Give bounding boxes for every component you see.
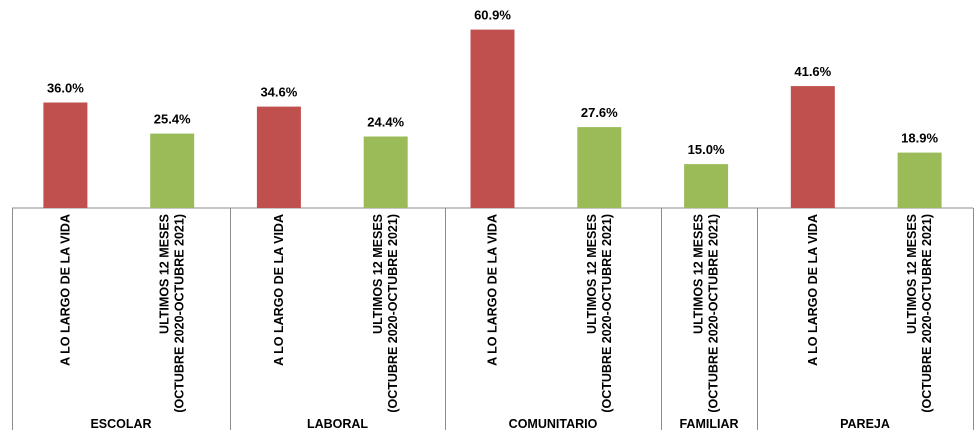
- data-label: 41.6%: [794, 64, 831, 79]
- bar-familiar-last12: [684, 164, 729, 209]
- group-label: ESCOLAR: [90, 417, 151, 431]
- bar-escolar-lifetime: [43, 102, 88, 208]
- category-label: (OCTUBRE 2020-OCTUBRE 2021): [920, 214, 934, 413]
- category-label: A LO LARGO DE LA VIDA: [58, 214, 72, 366]
- data-label: 24.4%: [367, 115, 404, 130]
- group-label: PAREJA: [840, 417, 890, 431]
- category-label: (OCTUBRE 2020-OCTUBRE 2021): [386, 214, 400, 413]
- category-label: ULTIMOS 12 MESES: [905, 214, 919, 334]
- group-label: LABORAL: [307, 417, 368, 431]
- bar-pareja-last12: [897, 152, 942, 208]
- category-label: ULTIMOS 12 MESES: [158, 214, 172, 334]
- bar-pareja-lifetime: [790, 86, 835, 208]
- data-label: 25.4%: [154, 112, 191, 127]
- data-label: 34.6%: [260, 85, 297, 100]
- category-label: A LO LARGO DE LA VIDA: [486, 214, 500, 366]
- bar-laboral-last12: [363, 136, 408, 208]
- group-label: COMUNITARIO: [509, 417, 598, 431]
- data-label: 27.6%: [581, 105, 618, 120]
- category-label: ULTIMOS 12 MESES: [692, 214, 706, 334]
- bar-escolar-last12: [150, 133, 195, 208]
- category-label: A LO LARGO DE LA VIDA: [272, 214, 286, 366]
- group-label: FAMILIAR: [679, 417, 738, 431]
- category-label: (OCTUBRE 2020-OCTUBRE 2021): [707, 214, 721, 413]
- category-label: ULTIMOS 12 MESES: [585, 214, 599, 334]
- bar-comunitario-lifetime: [470, 29, 515, 208]
- category-label: A LO LARGO DE LA VIDA: [806, 214, 820, 366]
- data-label: 36.0%: [47, 81, 84, 96]
- data-label: 18.9%: [901, 131, 938, 146]
- data-label: 15.0%: [688, 142, 725, 157]
- bar-laboral-lifetime: [256, 106, 301, 208]
- data-label: 60.9%: [474, 8, 511, 23]
- category-label: (OCTUBRE 2020-OCTUBRE 2021): [600, 214, 614, 413]
- category-label: (OCTUBRE 2020-OCTUBRE 2021): [173, 214, 187, 413]
- category-label: ULTIMOS 12 MESES: [371, 214, 385, 334]
- bar-comunitario-last12: [577, 127, 622, 208]
